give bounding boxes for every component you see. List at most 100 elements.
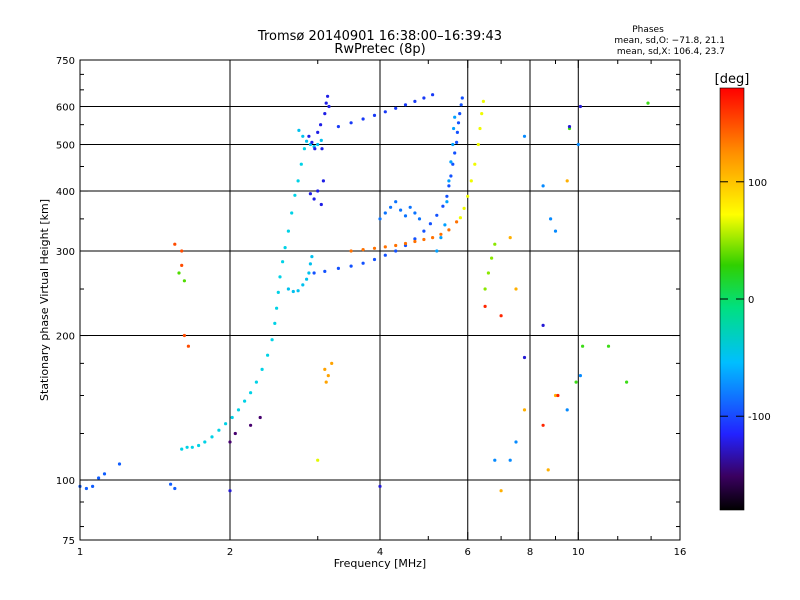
data-point — [483, 287, 487, 291]
data-point — [254, 380, 258, 384]
data-point — [323, 112, 327, 116]
data-point — [455, 130, 459, 134]
data-point — [443, 223, 447, 227]
data-point — [449, 160, 453, 164]
data-point — [413, 239, 417, 244]
data-point — [361, 117, 365, 121]
data-point — [185, 445, 189, 449]
data-point — [349, 264, 353, 268]
data-point — [305, 139, 309, 143]
stats-line-x: mean, sd,X: 106.4, 23.7 — [617, 47, 725, 57]
data-point — [323, 367, 327, 371]
x-tick-label: 2 — [227, 547, 233, 558]
data-point — [451, 142, 455, 147]
data-point — [307, 271, 311, 275]
data-point — [203, 440, 207, 444]
y-tick-label: 750 — [56, 56, 75, 67]
x-axis-label: Frequency [MHz] — [334, 557, 426, 570]
data-point — [458, 216, 462, 220]
data-point — [549, 217, 553, 221]
data-point — [445, 200, 449, 204]
data-point — [326, 94, 330, 98]
data-point — [313, 147, 317, 151]
data-point — [458, 112, 462, 116]
data-point — [169, 482, 173, 486]
data-point — [451, 162, 455, 166]
data-point — [476, 142, 480, 147]
data-point — [452, 126, 456, 131]
data-point — [91, 484, 95, 488]
data-point — [383, 110, 387, 114]
data-point — [455, 140, 459, 144]
data-point — [459, 103, 463, 107]
data-point — [439, 232, 443, 236]
data-point — [275, 306, 279, 310]
colorbar-tick-label: 100 — [748, 178, 767, 189]
data-point — [260, 367, 264, 371]
data-point — [305, 277, 309, 281]
data-point — [291, 289, 295, 294]
grid-lines — [80, 60, 680, 540]
x-tick-label: 16 — [674, 547, 687, 558]
chart-title: Tromsø 20140901 16:38:00–16:39:43 — [257, 29, 502, 44]
data-point — [310, 140, 314, 144]
data-point — [574, 380, 578, 384]
data-point — [197, 443, 201, 448]
data-point — [556, 393, 560, 398]
data-point — [578, 374, 583, 378]
y-axis-label: Stationary phase Virtual Height [km] — [38, 199, 51, 401]
data-point — [499, 314, 503, 318]
data-point — [422, 96, 426, 100]
data-point — [413, 211, 417, 215]
data-point — [428, 222, 432, 226]
data-point — [319, 123, 323, 127]
data-point — [422, 229, 426, 233]
data-point — [270, 338, 274, 342]
data-point — [228, 489, 232, 493]
data-point — [435, 213, 439, 217]
data-point — [394, 106, 398, 110]
data-point — [439, 236, 443, 240]
data-point — [296, 179, 300, 183]
y-tick-label: 75 — [62, 536, 75, 547]
data-point — [84, 486, 88, 491]
data-point — [190, 445, 194, 449]
data-point — [224, 422, 228, 426]
data-point — [431, 93, 435, 97]
data-point — [576, 142, 580, 147]
x-tick-label: 8 — [527, 547, 533, 558]
data-point — [372, 257, 377, 262]
data-point — [394, 249, 398, 253]
data-point — [480, 112, 484, 116]
stats-heading: Phases — [632, 25, 664, 35]
data-point — [449, 174, 453, 178]
data-point — [327, 104, 331, 109]
data-point — [553, 229, 558, 233]
data-point — [281, 260, 285, 264]
data-point — [273, 321, 277, 325]
data-point — [249, 391, 253, 395]
data-point — [447, 228, 451, 232]
data-point — [301, 134, 305, 138]
data-point — [447, 179, 451, 183]
data-point — [508, 458, 512, 462]
data-point — [625, 380, 629, 384]
chart-subtitle: RwPretec (8p) — [334, 42, 425, 57]
data-point — [455, 220, 459, 224]
data-point — [310, 255, 314, 259]
data-point — [349, 121, 353, 125]
data-point — [399, 208, 403, 212]
data-point — [431, 236, 435, 240]
data-point — [567, 125, 572, 129]
data-points — [78, 93, 650, 493]
data-point — [286, 229, 290, 233]
data-point — [321, 179, 325, 183]
data-point — [508, 236, 512, 240]
data-point — [230, 415, 234, 420]
data-point — [546, 468, 550, 472]
y-tick-label: 600 — [56, 103, 75, 114]
x-tick-label: 1 — [77, 547, 83, 558]
data-point — [249, 423, 253, 427]
data-point — [361, 248, 365, 252]
data-point — [296, 289, 300, 293]
